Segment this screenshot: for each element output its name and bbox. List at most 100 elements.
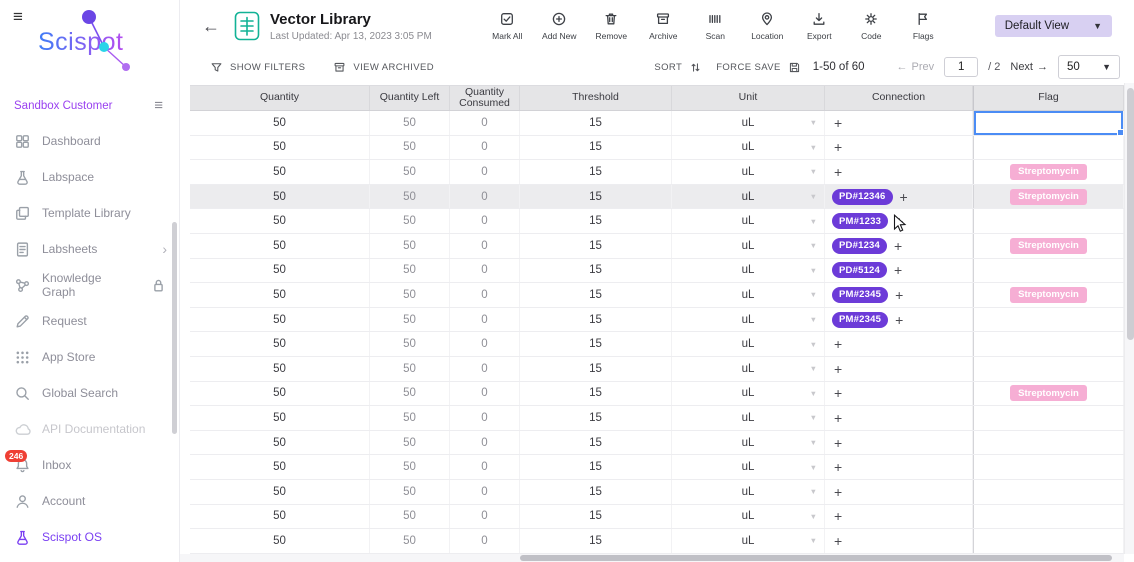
cell-unit[interactable]: uL ▼ xyxy=(672,455,825,479)
flag-chip[interactable]: Streptomycin xyxy=(1010,385,1087,402)
cell-unit[interactable]: uL ▼ xyxy=(672,135,825,160)
cell-unit[interactable]: uL ▼ xyxy=(672,283,825,307)
sidebar-item-scispot-os[interactable]: Scispot OS xyxy=(0,519,179,555)
next-page-button[interactable]: Next → xyxy=(1010,61,1048,73)
sidebar-item-dashboard[interactable]: Dashboard xyxy=(0,123,179,159)
cell-unit[interactable]: uL ▼ xyxy=(672,111,825,135)
action-location[interactable]: Location xyxy=(744,11,791,41)
cell-connection[interactable]: PD#12346 + xyxy=(825,184,973,209)
add-connection-button[interactable]: + xyxy=(834,483,843,500)
cell-unit[interactable]: uL ▼ xyxy=(672,258,825,283)
column-header-flag[interactable]: Flag xyxy=(973,86,1124,110)
cell-threshold[interactable]: 15 xyxy=(520,529,672,553)
horizontal-scrollbar-thumb[interactable] xyxy=(520,555,1112,561)
cell-quantity-consumed[interactable]: 0 xyxy=(450,479,520,504)
force-save-button[interactable]: FORCE SAVE xyxy=(716,61,801,74)
cell-unit[interactable]: uL ▼ xyxy=(672,356,825,381)
action-export[interactable]: Export xyxy=(796,11,843,41)
add-connection-button[interactable]: + xyxy=(834,434,843,451)
cell-threshold[interactable]: 15 xyxy=(520,135,672,160)
cell-quantity-consumed[interactable]: 0 xyxy=(450,529,520,553)
add-connection-button[interactable]: + xyxy=(834,163,843,180)
add-connection-button[interactable]: + xyxy=(895,311,904,328)
cell-flag[interactable]: Streptomycin xyxy=(973,160,1124,184)
cell-quantity-left[interactable]: 50 xyxy=(370,233,450,258)
back-button[interactable]: ← xyxy=(202,15,220,36)
action-archive[interactable]: Archive xyxy=(640,11,687,41)
cell-threshold[interactable]: 15 xyxy=(520,455,672,479)
cell-unit[interactable]: uL ▼ xyxy=(672,160,825,184)
cell-flag[interactable]: Streptomycin xyxy=(973,233,1124,258)
add-connection-button[interactable]: + xyxy=(834,360,843,377)
sidebar-item-account[interactable]: Account xyxy=(0,483,179,519)
cell-unit[interactable]: uL ▼ xyxy=(672,529,825,553)
vertical-scrollbar-thumb[interactable] xyxy=(1126,88,1134,340)
cell-quantity-consumed[interactable]: 0 xyxy=(450,430,520,455)
cell-unit[interactable]: uL ▼ xyxy=(672,332,825,356)
action-scan[interactable]: Scan xyxy=(692,11,739,41)
cell-flag[interactable]: Streptomycin xyxy=(973,283,1124,307)
action-remove[interactable]: Remove xyxy=(588,11,635,41)
cell-quantity-left[interactable]: 50 xyxy=(370,184,450,209)
sidebar-item-knowledge-graph[interactable]: Knowledge Graph xyxy=(0,267,179,303)
cell-quantity-left[interactable]: 50 xyxy=(370,529,450,553)
cell-threshold[interactable]: 15 xyxy=(520,307,672,332)
cell-unit[interactable]: uL ▼ xyxy=(672,184,825,209)
cell-quantity-consumed[interactable]: 0 xyxy=(450,111,520,135)
connection-chip[interactable]: PD#5124 xyxy=(832,262,888,279)
flag-chip[interactable]: Streptomycin xyxy=(1010,286,1087,303)
connection-chip[interactable]: PM#2345 xyxy=(832,286,889,303)
cell-threshold[interactable]: 15 xyxy=(520,381,672,406)
cell-connection[interactable]: PD#1234 + xyxy=(825,233,973,258)
cell-quantity[interactable]: 50 xyxy=(190,209,370,233)
cell-flag[interactable]: Streptomycin xyxy=(973,381,1124,406)
cell-quantity-left[interactable]: 50 xyxy=(370,258,450,283)
cell-connection[interactable]: + xyxy=(825,356,973,381)
cell-connection[interactable]: + xyxy=(825,529,973,553)
sidebar-scrollbar[interactable] xyxy=(172,222,177,434)
cell-flag[interactable] xyxy=(973,529,1124,553)
add-connection-button[interactable]: + xyxy=(894,237,903,254)
cell-threshold[interactable]: 15 xyxy=(520,356,672,381)
cell-flag[interactable] xyxy=(973,455,1124,479)
prev-page-button[interactable]: ← Prev xyxy=(897,61,935,73)
cell-threshold[interactable]: 15 xyxy=(520,504,672,529)
cell-quantity-left[interactable]: 50 xyxy=(370,455,450,479)
sidebar-item-labspace[interactable]: Labspace xyxy=(0,159,179,195)
column-header-quantity-consumed[interactable]: Quantity Consumed xyxy=(450,86,520,110)
cell-threshold[interactable]: 15 xyxy=(520,406,672,430)
cell-connection[interactable]: + xyxy=(825,479,973,504)
add-connection-button[interactable]: + xyxy=(834,459,843,476)
cell-threshold[interactable]: 15 xyxy=(520,258,672,283)
menu-icon[interactable]: ≡ xyxy=(13,7,23,26)
cell-threshold[interactable]: 15 xyxy=(520,233,672,258)
cell-threshold[interactable]: 15 xyxy=(520,430,672,455)
cell-quantity-consumed[interactable]: 0 xyxy=(450,233,520,258)
cell-threshold[interactable]: 15 xyxy=(520,479,672,504)
cell-quantity[interactable]: 50 xyxy=(190,258,370,283)
cell-connection[interactable]: PM#1233 + xyxy=(825,209,973,233)
cell-connection[interactable]: PD#5124 + xyxy=(825,258,973,283)
cell-quantity-consumed[interactable]: 0 xyxy=(450,258,520,283)
cell-threshold[interactable]: 15 xyxy=(520,332,672,356)
cell-quantity[interactable]: 50 xyxy=(190,529,370,553)
cell-unit[interactable]: uL ▼ xyxy=(672,307,825,332)
column-header-quantity-left[interactable]: Quantity Left xyxy=(370,86,450,110)
cell-quantity[interactable]: 50 xyxy=(190,111,370,135)
cell-quantity[interactable]: 50 xyxy=(190,307,370,332)
cell-threshold[interactable]: 15 xyxy=(520,209,672,233)
connection-chip[interactable]: PD#1234 xyxy=(832,237,888,254)
cell-connection[interactable]: + xyxy=(825,160,973,184)
cell-quantity-consumed[interactable]: 0 xyxy=(450,504,520,529)
cell-flag[interactable] xyxy=(973,356,1124,381)
page-input[interactable] xyxy=(944,57,979,77)
cell-connection[interactable]: + xyxy=(825,381,973,406)
cell-connection[interactable]: PM#2345 + xyxy=(825,307,973,332)
cell-quantity-consumed[interactable]: 0 xyxy=(450,332,520,356)
show-filters-button[interactable]: SHOW FILTERS xyxy=(210,61,305,74)
action-code[interactable]: Code xyxy=(848,11,895,41)
cell-flag[interactable] xyxy=(973,135,1124,160)
cell-quantity-left[interactable]: 50 xyxy=(370,209,450,233)
action-add-new[interactable]: Add New xyxy=(536,11,583,41)
cell-quantity-consumed[interactable]: 0 xyxy=(450,381,520,406)
